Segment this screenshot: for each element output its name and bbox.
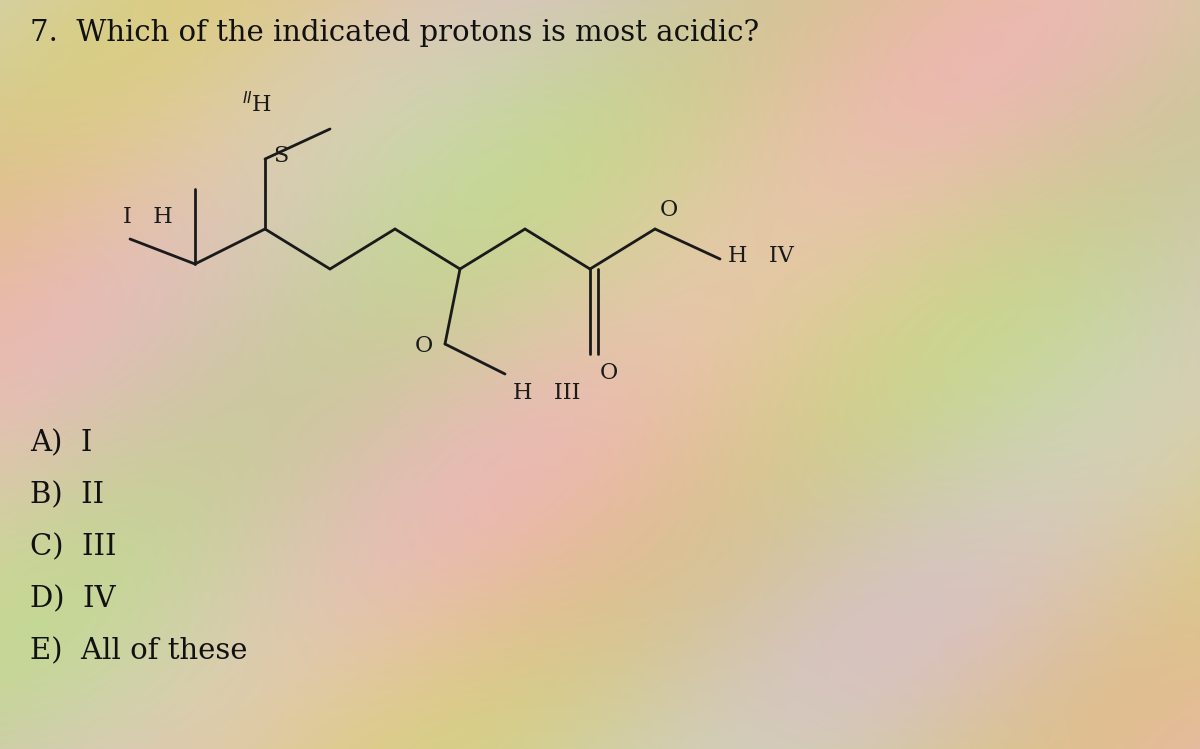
Text: I   H: I H [124, 205, 173, 228]
Text: A)  I: A) I [30, 429, 92, 457]
Text: C)  III: C) III [30, 533, 116, 561]
Text: O: O [415, 335, 433, 357]
Text: H   IV: H IV [728, 245, 794, 267]
Text: B)  II: B) II [30, 481, 104, 509]
Text: D)  IV: D) IV [30, 585, 115, 613]
Text: O: O [660, 199, 678, 221]
Text: $^{II}$H: $^{II}$H [242, 92, 272, 117]
Text: S: S [274, 145, 288, 167]
Text: O: O [600, 362, 618, 384]
Text: 7.  Which of the indicated protons is most acidic?: 7. Which of the indicated protons is mos… [30, 19, 760, 47]
Text: H   III: H III [514, 382, 581, 404]
Text: E)  All of these: E) All of these [30, 637, 247, 665]
